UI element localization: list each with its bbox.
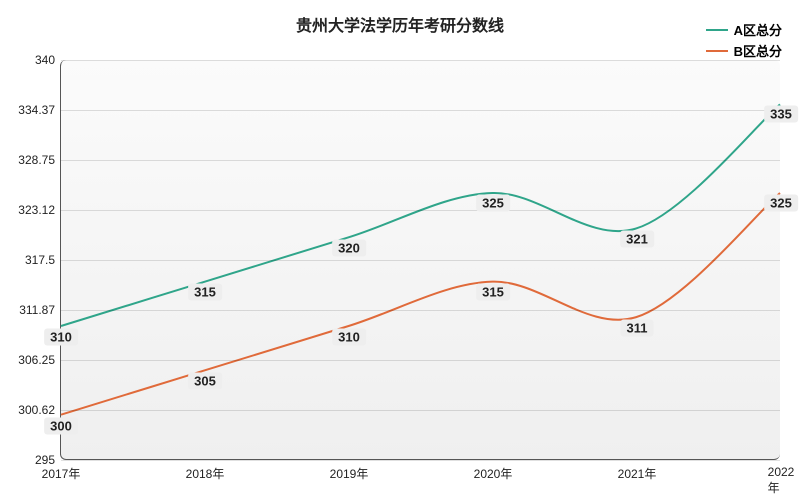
legend-label: A区总分 (734, 20, 782, 39)
data-label: 310 (332, 328, 366, 345)
legend: A区总分 B区总分 (706, 20, 782, 62)
x-axis-label: 2020年 (474, 459, 513, 482)
legend-swatch-a (706, 29, 728, 31)
chart-title: 贵州大学法学历年考研分数线 (0, 12, 800, 36)
y-axis-label: 328.75 (18, 153, 61, 167)
gridline (61, 110, 780, 111)
data-label: 305 (188, 373, 222, 390)
legend-item-b: B区总分 (706, 41, 782, 60)
y-axis-label: 300.62 (18, 403, 61, 417)
x-axis-label: 2018年 (186, 459, 225, 482)
data-label: 311 (621, 319, 654, 336)
chart-container: 贵州大学法学历年考研分数线 A区总分 B区总分 295300.62306.253… (0, 0, 800, 500)
data-label: 315 (476, 284, 510, 301)
data-label: 335 (764, 106, 798, 123)
data-label: 325 (764, 195, 798, 212)
x-axis-label: 2021年 (618, 459, 657, 482)
y-axis-label: 311.87 (19, 303, 61, 317)
gridline (61, 310, 780, 311)
gridline (61, 410, 780, 411)
data-label: 320 (332, 239, 366, 256)
y-axis-label: 340 (35, 53, 61, 67)
gridline (61, 260, 780, 261)
y-axis-label: 306.25 (18, 353, 61, 367)
legend-swatch-b (706, 50, 728, 52)
y-axis-label: 317.5 (25, 253, 61, 267)
data-label: 310 (44, 328, 78, 345)
gridline (61, 460, 780, 461)
x-axis-label: 2017年 (42, 459, 81, 482)
x-axis-label: 2019年 (330, 459, 369, 482)
gridline (61, 210, 780, 211)
y-axis-label: 323.12 (18, 203, 61, 217)
gridline (61, 160, 780, 161)
legend-item-a: A区总分 (706, 20, 782, 39)
gridline (61, 60, 780, 61)
series-line (61, 104, 780, 326)
data-label: 300 (44, 417, 78, 434)
legend-label: B区总分 (734, 41, 782, 60)
x-axis-label: 2022年 (768, 459, 795, 496)
gridline (61, 360, 780, 361)
plot-area: 295300.62306.25311.87317.5323.12328.7533… (60, 60, 780, 460)
data-label: 315 (188, 284, 222, 301)
series-line (61, 193, 780, 415)
data-label: 321 (620, 230, 654, 247)
y-axis-label: 334.37 (18, 103, 61, 117)
data-label: 325 (476, 195, 510, 212)
